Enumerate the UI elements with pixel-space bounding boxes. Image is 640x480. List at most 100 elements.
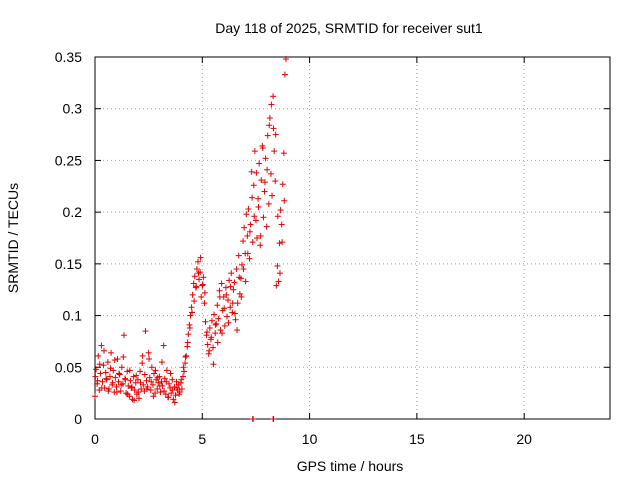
data-point — [244, 232, 251, 239]
data-point — [196, 276, 203, 283]
data-point — [229, 300, 236, 307]
data-point — [146, 356, 153, 363]
data-point — [156, 382, 163, 389]
data-point — [94, 377, 101, 384]
y-tick-label: 0.15 — [55, 256, 82, 272]
data-point — [261, 188, 268, 195]
data-point — [179, 373, 186, 380]
data-point — [92, 373, 99, 380]
data-point — [186, 324, 193, 331]
data-point — [188, 309, 195, 316]
data-point — [212, 321, 219, 328]
data-point — [93, 366, 100, 373]
data-point — [227, 283, 234, 290]
data-point — [185, 331, 192, 338]
x-tick-label: 5 — [198, 431, 206, 447]
data-point — [114, 356, 121, 363]
data-point — [161, 388, 168, 395]
data-point — [165, 394, 172, 401]
data-point — [279, 181, 286, 188]
data-point — [97, 370, 104, 377]
data-point — [267, 170, 274, 177]
y-tick-label: 0.2 — [63, 204, 83, 220]
data-point — [282, 56, 289, 63]
data-point — [202, 318, 209, 325]
data-point — [102, 369, 109, 376]
data-point — [120, 332, 127, 339]
data-point — [171, 399, 178, 406]
data-point — [262, 155, 269, 162]
data-point — [152, 390, 159, 397]
grid-lines — [95, 57, 610, 419]
data-point — [197, 254, 204, 261]
data-points — [92, 56, 289, 422]
data-point — [128, 383, 135, 390]
data-point — [170, 396, 177, 403]
data-point — [182, 360, 189, 367]
data-point — [103, 376, 110, 383]
data-point — [221, 322, 228, 329]
data-point — [223, 313, 230, 320]
data-point — [116, 371, 123, 378]
data-point — [178, 376, 185, 383]
data-point — [229, 309, 236, 316]
data-point — [204, 341, 211, 348]
data-point — [154, 374, 161, 381]
data-point — [208, 334, 215, 341]
data-point — [214, 302, 221, 309]
data-point — [108, 349, 115, 356]
data-point — [173, 384, 180, 391]
data-point — [104, 359, 111, 366]
data-point — [273, 282, 280, 289]
data-point — [230, 286, 237, 293]
data-point — [272, 131, 279, 138]
data-point — [169, 376, 176, 383]
data-point — [193, 283, 200, 290]
data-point — [139, 352, 146, 359]
data-point — [257, 242, 264, 249]
data-point — [274, 213, 281, 220]
data-point — [124, 391, 131, 398]
x-axis-title: GPS time / hours — [297, 458, 404, 474]
data-point — [201, 300, 208, 307]
data-point — [214, 339, 221, 346]
data-point — [161, 375, 168, 382]
data-point — [150, 393, 157, 400]
data-point — [147, 387, 154, 394]
data-point — [210, 361, 217, 368]
data-point — [105, 388, 112, 395]
data-point — [195, 270, 202, 277]
data-point — [146, 374, 153, 381]
data-point — [258, 177, 265, 184]
data-point — [113, 383, 120, 390]
data-point — [198, 293, 205, 300]
data-point — [200, 274, 207, 281]
data-point — [242, 278, 249, 285]
data-point — [137, 379, 144, 386]
y-tick-label: 0.25 — [55, 152, 82, 168]
data-point — [141, 371, 148, 378]
data-point — [225, 297, 232, 304]
data-point — [148, 378, 155, 385]
data-point — [118, 364, 125, 371]
data-point — [143, 386, 150, 393]
x-tick-label: 10 — [302, 431, 318, 447]
data-point — [99, 378, 106, 385]
data-point — [246, 228, 253, 235]
data-point — [107, 365, 114, 372]
data-point — [122, 376, 129, 383]
data-point — [228, 270, 235, 277]
data-point — [111, 357, 118, 364]
data-point — [247, 221, 254, 228]
data-point — [233, 266, 240, 273]
data-point — [245, 206, 252, 213]
data-point — [254, 235, 261, 241]
data-point — [180, 364, 187, 371]
data-point — [189, 291, 196, 298]
data-point — [195, 258, 201, 265]
data-point — [276, 270, 283, 277]
data-point — [129, 396, 136, 403]
data-point — [238, 261, 245, 268]
data-point — [251, 148, 258, 155]
data-point — [173, 378, 180, 385]
